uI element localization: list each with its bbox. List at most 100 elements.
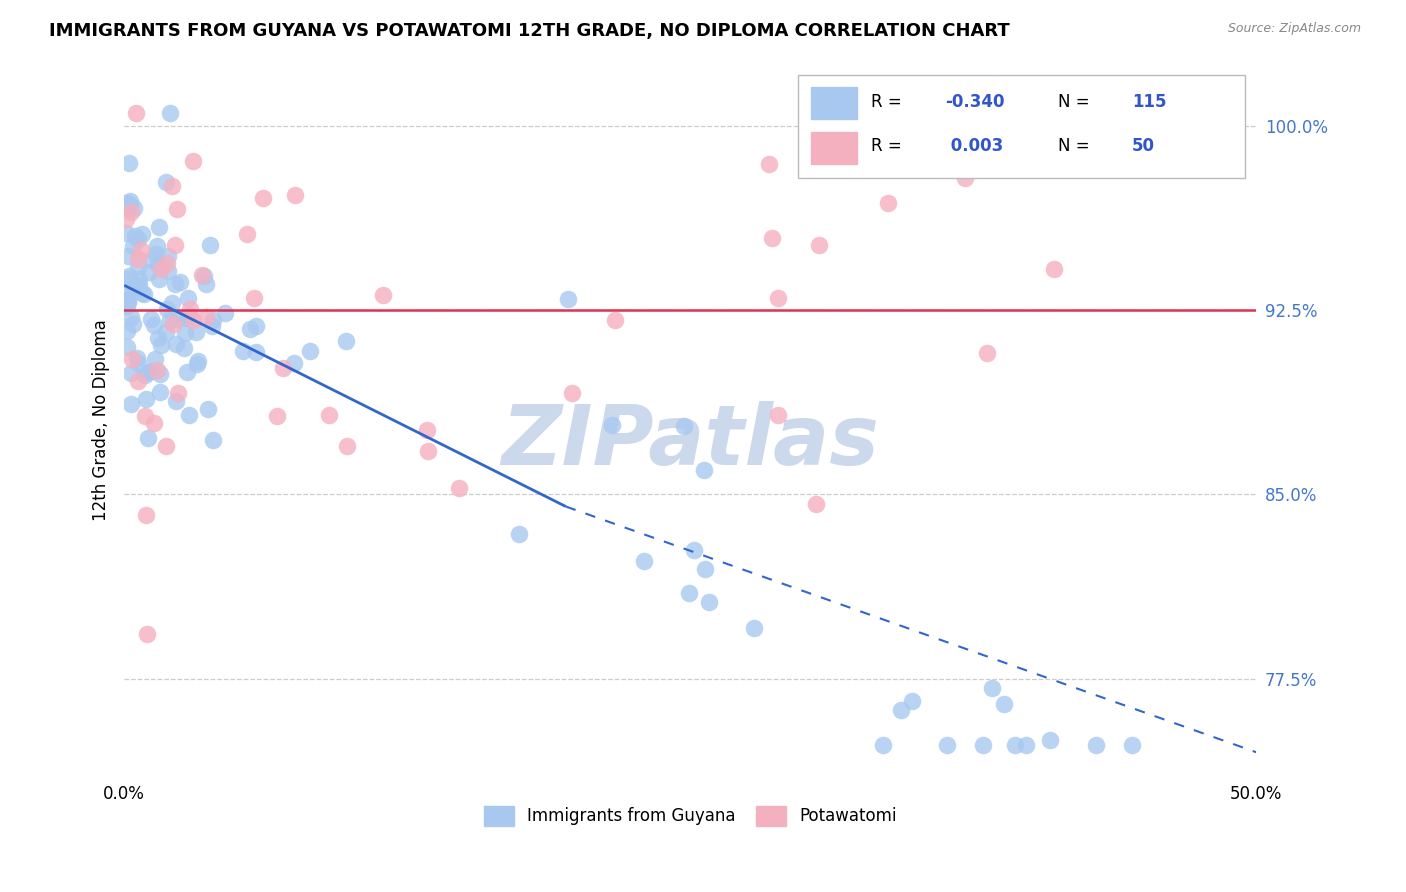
Point — [155, 175, 177, 189]
Point — [678, 586, 700, 600]
Point — [889, 703, 911, 717]
Point — [972, 738, 994, 752]
Y-axis label: 12th Grade, No Diploma: 12th Grade, No Diploma — [93, 319, 110, 521]
Point — [149, 385, 172, 400]
Point — [169, 275, 191, 289]
Point — [766, 408, 789, 422]
Point — [193, 268, 215, 283]
Point — [127, 260, 149, 274]
Point — [128, 272, 150, 286]
Point — [557, 292, 579, 306]
Point — [142, 416, 165, 430]
Point — [166, 386, 188, 401]
Point — [177, 408, 200, 422]
Point — [447, 481, 470, 495]
Point — [160, 179, 183, 194]
Point — [266, 409, 288, 424]
Point — [201, 319, 224, 334]
Point — [134, 287, 156, 301]
Point — [176, 365, 198, 379]
Point — [245, 318, 267, 333]
Point — [127, 232, 149, 246]
Point — [804, 497, 827, 511]
Point — [115, 283, 138, 297]
Point — [179, 301, 201, 316]
Point — [173, 341, 195, 355]
Point — [145, 247, 167, 261]
Point — [166, 202, 188, 216]
Text: 115: 115 — [1132, 93, 1167, 111]
Point — [1121, 738, 1143, 752]
Point — [146, 363, 169, 377]
Point — [120, 194, 142, 208]
Point — [124, 106, 146, 120]
Point — [165, 277, 187, 292]
FancyBboxPatch shape — [797, 75, 1246, 178]
Point — [141, 312, 163, 326]
Point — [935, 738, 957, 752]
Legend: Immigrants from Guyana, Potawatomi: Immigrants from Guyana, Potawatomi — [484, 806, 897, 826]
Point — [117, 249, 139, 263]
Text: 50: 50 — [1132, 137, 1154, 155]
Point — [136, 626, 159, 640]
Point — [758, 156, 780, 170]
Text: N =: N = — [1059, 137, 1095, 155]
Text: ZIPatlas: ZIPatlas — [502, 401, 879, 483]
Point — [508, 527, 530, 541]
Point — [122, 280, 145, 294]
FancyBboxPatch shape — [811, 132, 856, 164]
Point — [129, 243, 152, 257]
Point — [186, 325, 208, 339]
Point — [148, 331, 170, 345]
Text: N =: N = — [1059, 93, 1095, 111]
Point — [174, 326, 197, 340]
Point — [115, 201, 138, 215]
Point — [693, 562, 716, 576]
Point — [159, 312, 181, 326]
Point — [179, 309, 201, 323]
Point — [181, 312, 204, 326]
Point — [156, 264, 179, 278]
Point — [124, 201, 146, 215]
Point — [197, 402, 219, 417]
Point — [202, 313, 225, 327]
Point — [155, 326, 177, 340]
Point — [148, 272, 170, 286]
Point — [135, 392, 157, 406]
Point — [692, 463, 714, 477]
Point — [150, 337, 173, 351]
Point — [128, 278, 150, 293]
Text: R =: R = — [872, 93, 907, 111]
Point — [146, 257, 169, 271]
Point — [605, 313, 627, 327]
Point — [371, 288, 394, 302]
Point — [883, 120, 905, 135]
Point — [115, 297, 138, 311]
Point — [162, 318, 184, 332]
Point — [125, 280, 148, 294]
Point — [146, 239, 169, 253]
Point — [761, 231, 783, 245]
Point — [980, 681, 1002, 695]
Point — [633, 554, 655, 568]
Point — [239, 322, 262, 336]
Point — [236, 227, 259, 241]
FancyBboxPatch shape — [811, 87, 856, 119]
Point — [186, 357, 208, 371]
Point — [165, 394, 187, 409]
Point — [117, 294, 139, 309]
Point — [127, 351, 149, 366]
Point — [872, 738, 894, 752]
Point — [807, 238, 830, 252]
Point — [176, 291, 198, 305]
Point — [162, 296, 184, 310]
Point — [115, 211, 138, 226]
Point — [271, 361, 294, 376]
Point — [143, 318, 166, 332]
Point — [335, 334, 357, 348]
Point — [191, 268, 214, 282]
Point — [120, 366, 142, 380]
Point — [198, 238, 221, 252]
Point — [115, 299, 138, 313]
Point — [136, 431, 159, 445]
